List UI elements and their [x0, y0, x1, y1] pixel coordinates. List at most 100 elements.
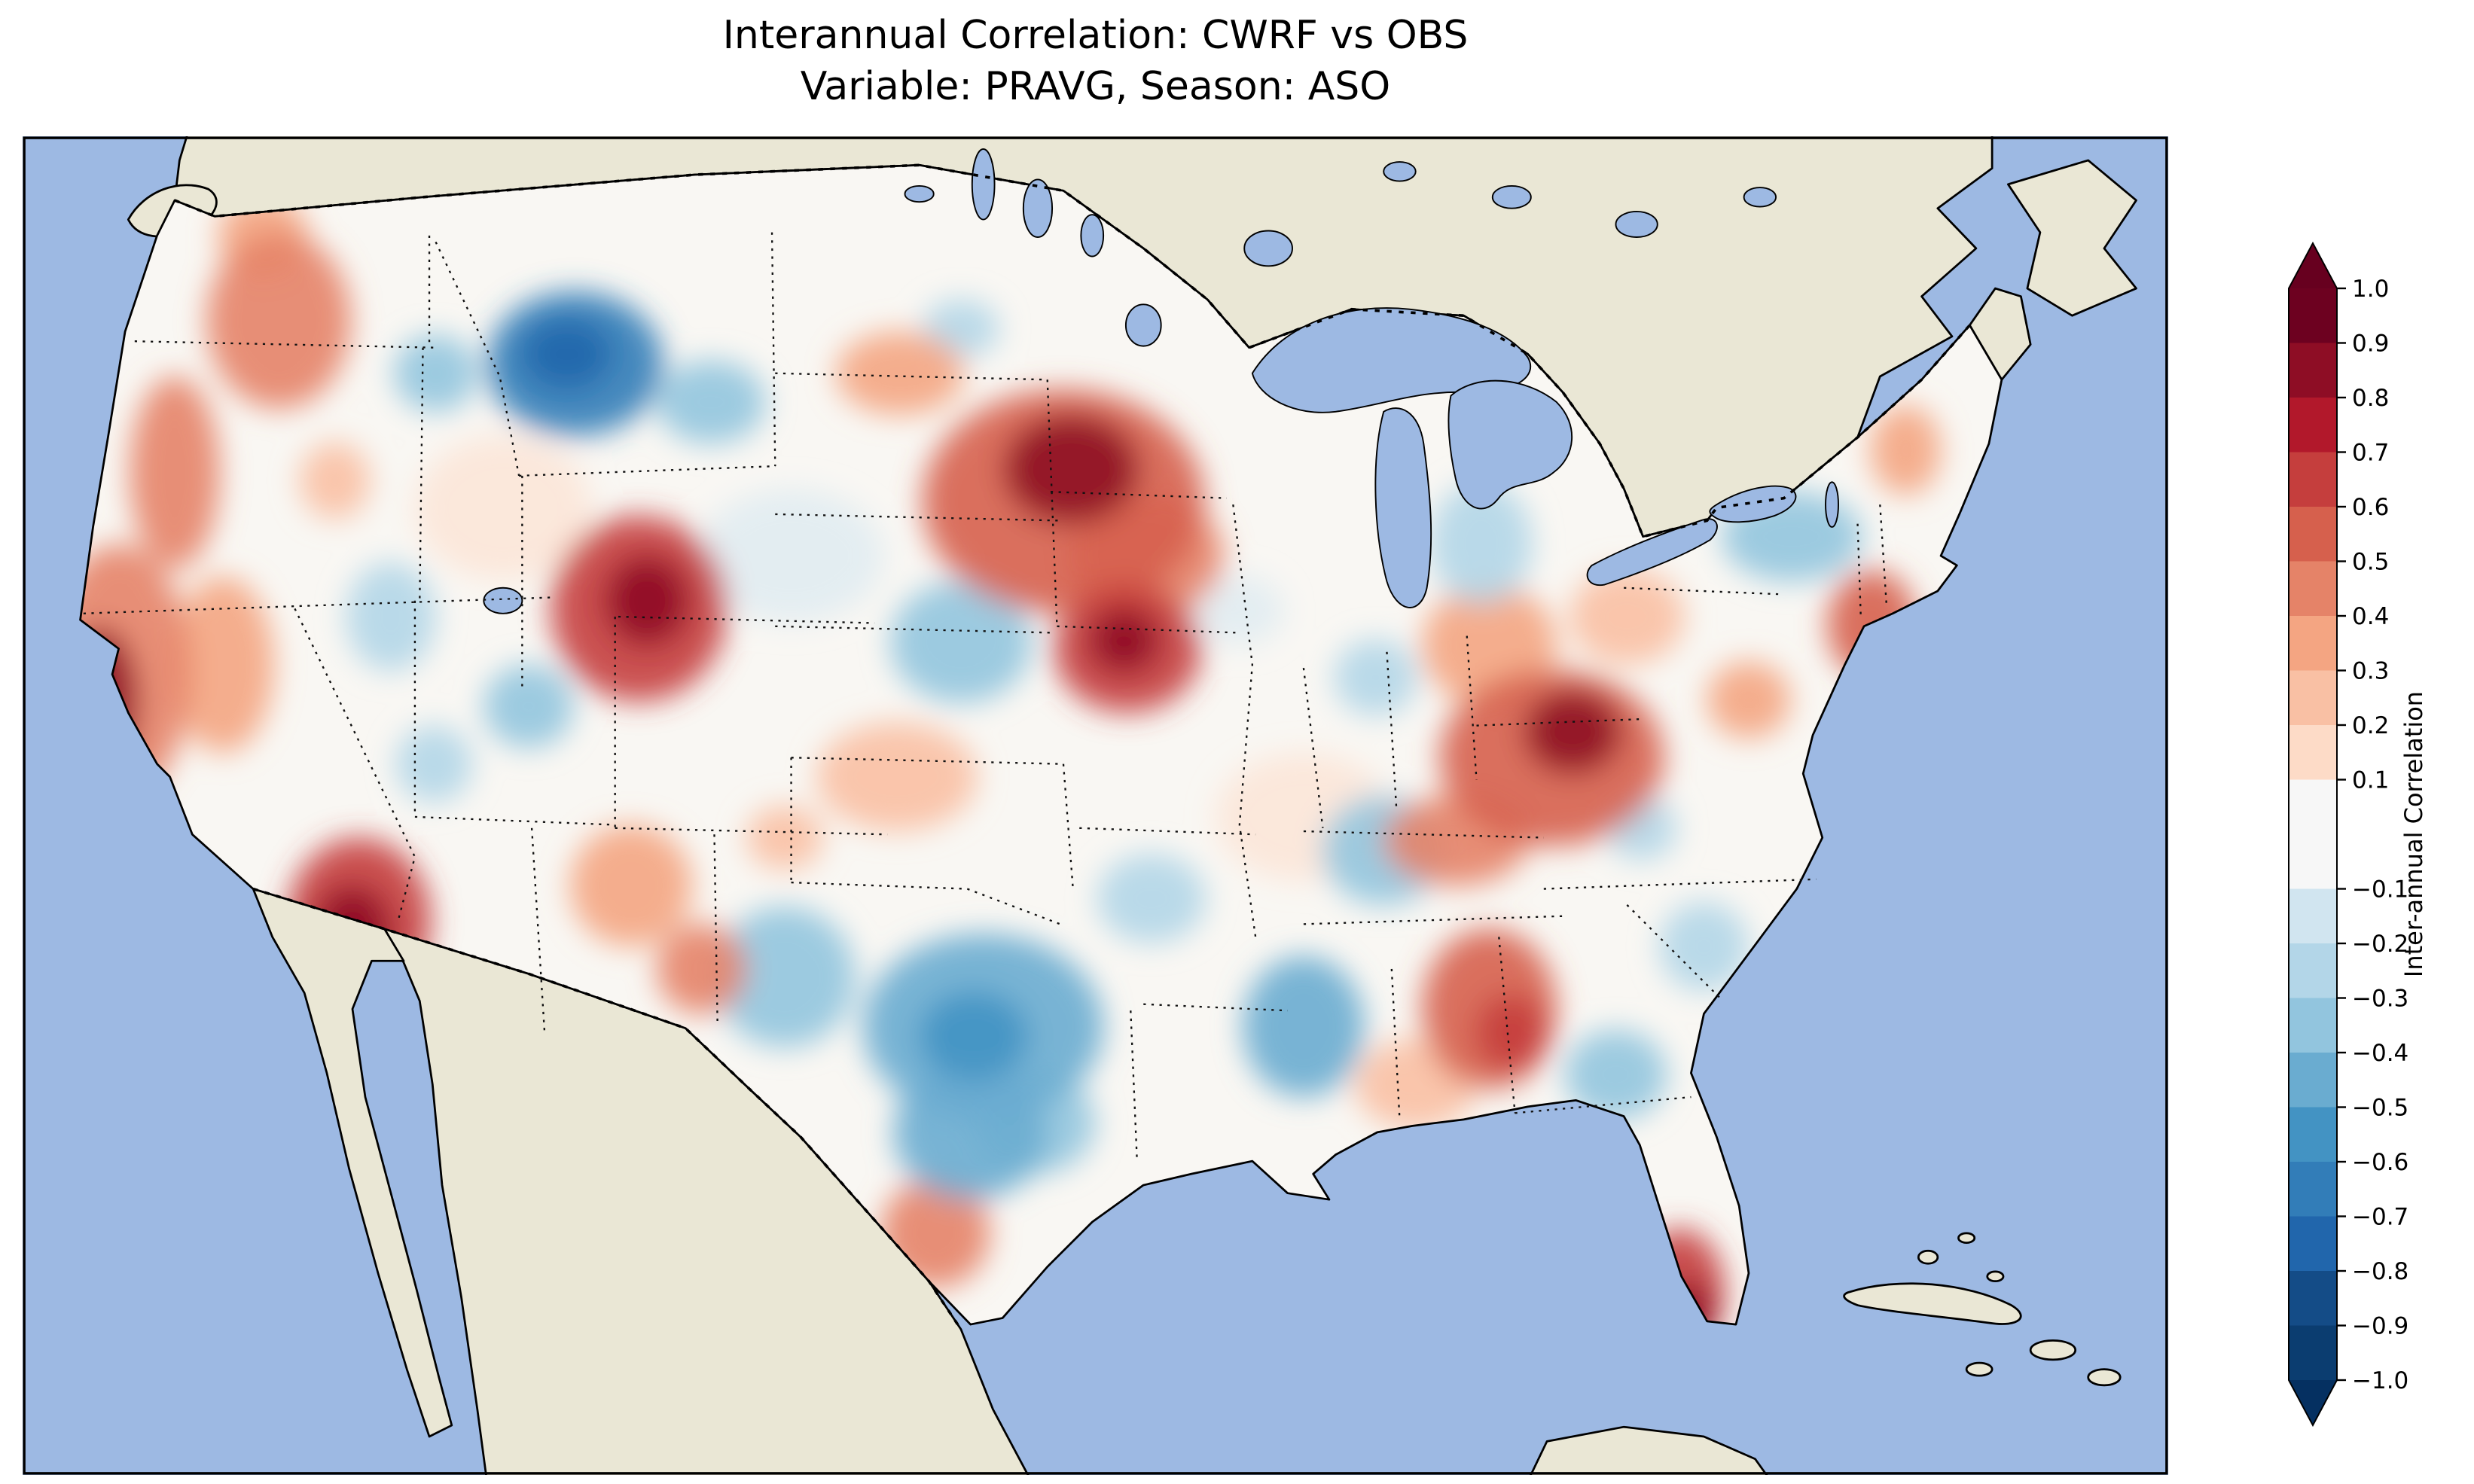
colorbar-band: [2289, 1216, 2337, 1271]
colorbar-tick-label: 0.3: [2352, 658, 2389, 685]
positive-correlation-blob: [836, 331, 965, 416]
colorbar-band: [2289, 1053, 2337, 1108]
correlation-field: [80, 193, 1942, 1325]
positive-correlation-blob: [605, 556, 689, 646]
caribbean-island: [2087, 1368, 2122, 1387]
colorbar-tick-label: 0.1: [2352, 767, 2389, 794]
positive-correlation-blob: [171, 576, 274, 753]
colorbar-tick-label: 0.5: [2352, 549, 2389, 576]
positive-correlation-blob: [1870, 405, 1942, 495]
colorbar-axis-label: Inter-annual Correlation: [2399, 690, 2428, 978]
cuba-island: [1843, 1282, 2022, 1325]
positive-correlation-blob: [206, 232, 351, 409]
jamaica-island: [1965, 1361, 1994, 1377]
colorbar-band: [2289, 452, 2337, 507]
colorbar-tick-label: −0.5: [2352, 1095, 2408, 1122]
colorbar-tick-label: −0.9: [2352, 1313, 2408, 1340]
colorbar-band: [2289, 507, 2337, 562]
colorbar-tick-label: 1.0: [2352, 276, 2389, 303]
colorbar-tick-label: −1.0: [2352, 1367, 2408, 1394]
colorbar-tick-label: −0.2: [2352, 931, 2408, 958]
lakes: [483, 148, 1839, 614]
positive-correlation-blob: [1524, 690, 1621, 774]
bahamas-island: [1986, 1270, 2005, 1283]
colorbar-band: [2289, 398, 2337, 453]
negative-correlation-blob: [1194, 574, 1285, 646]
colorbar-band: [2289, 670, 2337, 725]
lake-nipigon: [1243, 230, 1293, 267]
positive-correlation-blob: [1476, 994, 1548, 1072]
colorbar-under-arrow: [2289, 1380, 2337, 1425]
negative-correlation-blob: [395, 725, 473, 803]
colorbar-band: [2289, 888, 2337, 943]
positive-correlation-blob: [570, 824, 692, 947]
colorbar-tick-label: 0.2: [2352, 712, 2389, 739]
positive-correlation-blob: [656, 924, 747, 1014]
map-axes: [23, 136, 2168, 1475]
positive-correlation-blob: [816, 722, 978, 832]
canadian-lake: [1615, 211, 1658, 238]
colorbar-over-arrow: [2289, 243, 2337, 288]
figure-title-line1: Interannual Correlation: CWRF vs OBS: [722, 13, 1469, 58]
us-canada-border: [174, 163, 1971, 538]
lake-michigan: [1374, 407, 1432, 608]
positive-correlation-blob: [1707, 661, 1791, 739]
positive-correlation-blob: [414, 435, 591, 580]
negative-correlation-blob: [394, 334, 477, 412]
colorbar-tick-label: 0.6: [2352, 494, 2389, 521]
colorbar-band: [2289, 1271, 2337, 1326]
colorbar-tick-label: −0.3: [2352, 986, 2408, 1013]
canadian-lake: [971, 148, 996, 221]
colorbar-tick-label: 0.4: [2352, 603, 2389, 630]
negative-correlation-blob: [890, 581, 1032, 703]
negative-correlation-blob: [656, 360, 766, 444]
negative-correlation-blob: [1243, 955, 1365, 1098]
negative-correlation-blob: [522, 318, 612, 390]
colorbar-tick-label: −0.4: [2352, 1040, 2408, 1067]
negative-correlation-blob: [1564, 1029, 1667, 1120]
baja-california: [252, 888, 453, 1438]
colorbar-band: [2289, 616, 2337, 671]
negative-correlation-blob: [1429, 482, 1533, 605]
canadian-lake: [1743, 187, 1777, 208]
colorbar-band: [2289, 1325, 2337, 1380]
axes-frame: [23, 136, 2168, 1475]
colorbar-tick-label: −0.1: [2352, 876, 2408, 904]
bahamas-island: [1917, 1249, 1939, 1265]
lake-of-the-woods: [1124, 303, 1162, 347]
us-mexico-border: [252, 887, 962, 1330]
colorbar-band: [2289, 943, 2337, 998]
positive-correlation-blob: [1569, 568, 1685, 665]
colorbar-band: [2289, 343, 2337, 398]
lake-ontario: [1709, 485, 1797, 523]
colorbar-band: [2289, 288, 2337, 343]
neighboring-landmasses: [127, 136, 2137, 1475]
colorbar-tick-label: −0.6: [2352, 1149, 2408, 1176]
canadian-lake: [1022, 178, 1054, 238]
colorbar-tick-label: −0.7: [2352, 1204, 2408, 1231]
canadian-lake: [1080, 214, 1105, 257]
state-borders: [83, 232, 1887, 1162]
colorbar-tick-label: 0.7: [2352, 440, 2389, 467]
negative-correlation-blob: [714, 906, 856, 1048]
colorbar-band: [2289, 561, 2337, 616]
positive-correlation-blob: [746, 806, 824, 870]
figure-title: Interannual Correlation: CWRF vs OBS Var…: [23, 11, 2168, 112]
canadian-lake: [1491, 184, 1532, 209]
canadian-lake: [904, 184, 935, 203]
negative-correlation-blob: [893, 1065, 1048, 1200]
lake-champlain: [1825, 481, 1839, 528]
colorbar-band: [2289, 779, 2337, 889]
colorbar-band: [2289, 725, 2337, 780]
canadian-lake: [1383, 161, 1417, 182]
bahamas-island: [1957, 1232, 1976, 1244]
positive-correlation-blob: [130, 376, 220, 569]
maritimes-landmass: [2007, 159, 2137, 317]
negative-correlation-blob: [698, 488, 884, 623]
colorbar-tick-label: 0.9: [2352, 331, 2389, 358]
colorbar-band: [2289, 1162, 2337, 1217]
great-salt-lake: [483, 587, 523, 614]
positive-correlation-blob: [1088, 608, 1160, 673]
negative-correlation-blob: [1097, 853, 1206, 943]
